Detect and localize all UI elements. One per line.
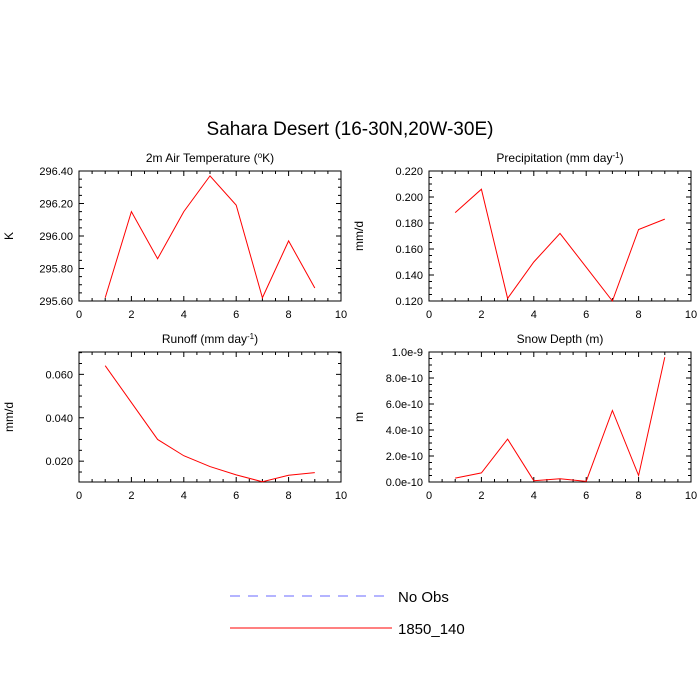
x-tick-label: 6 bbox=[583, 490, 589, 502]
x-tick-label: 4 bbox=[181, 490, 187, 502]
x-tick-label: 4 bbox=[181, 309, 187, 321]
y-axis-label: mm/d bbox=[352, 221, 366, 251]
y-tick-label: 8.0e-10 bbox=[386, 373, 423, 385]
x-tick-label: 0 bbox=[76, 490, 82, 502]
panel-title-part: ) bbox=[620, 151, 624, 165]
y-tick-label: 6.0e-10 bbox=[386, 399, 423, 411]
x-tick-label: 8 bbox=[286, 490, 292, 502]
y-axis-label: m bbox=[352, 412, 366, 422]
x-tick-label: 10 bbox=[685, 309, 697, 321]
y-tick-label: 296.00 bbox=[39, 231, 73, 243]
panel-title: Snow Depth (m) bbox=[517, 332, 604, 346]
plot-frame bbox=[78, 351, 342, 483]
x-tick-label: 10 bbox=[335, 309, 347, 321]
x-tick-label: 2 bbox=[128, 309, 134, 321]
y-tick-label: 0.060 bbox=[45, 369, 73, 381]
y-tick-label: 0.0e-10 bbox=[386, 477, 423, 489]
y-tick-label: 295.60 bbox=[39, 296, 73, 308]
panel-title-part: K) bbox=[262, 151, 274, 165]
x-tick-label: 10 bbox=[685, 490, 697, 502]
panel-title-part: ) bbox=[254, 332, 258, 346]
x-tick-label: 2 bbox=[478, 309, 484, 321]
x-tick-label: 6 bbox=[233, 309, 239, 321]
series-line bbox=[104, 175, 316, 300]
plot-frame bbox=[428, 170, 692, 302]
legend-label-1850-140: 1850_140 bbox=[398, 621, 465, 638]
series-line bbox=[455, 357, 666, 482]
panel-3: Runoff (mm day-1) mm/d 0 2 4 6 8 10 0.020 0.040 0.… bbox=[2, 332, 347, 503]
panel-1: 2m Air Temperature (oK) K 0 2 4 6 8 10 295.60 295… bbox=[2, 151, 347, 322]
series-line bbox=[104, 365, 315, 483]
y-tick-label: 296.20 bbox=[39, 199, 73, 211]
x-tick-label: 2 bbox=[128, 490, 134, 502]
panel-title: Precipitation (mm day-1) bbox=[496, 151, 623, 166]
x-tick-label: 6 bbox=[583, 309, 589, 321]
panel-title-superscript: -1 bbox=[612, 151, 620, 160]
x-tick-label: 0 bbox=[76, 309, 82, 321]
panel-title-part: Precipitation (mm day bbox=[496, 151, 612, 165]
x-tick-label: 8 bbox=[636, 490, 642, 502]
y-tick-label: 0.220 bbox=[395, 166, 423, 178]
x-tick-label: 8 bbox=[286, 309, 292, 321]
x-tick-label: 8 bbox=[636, 309, 642, 321]
y-tick-label: 295.80 bbox=[39, 264, 73, 276]
plot-frame bbox=[78, 170, 342, 302]
panel-title: 2m Air Temperature (oK) bbox=[146, 151, 274, 166]
x-tick-label: 0 bbox=[426, 490, 432, 502]
y-tick-label: 0.120 bbox=[395, 296, 423, 308]
legend-label-no-obs: No Obs bbox=[398, 589, 449, 606]
figure-title: Sahara Desert (16-30N,20W-30E) bbox=[207, 119, 494, 140]
panel-4: Snow Depth (m) m 0 2 4 6 8 10 0.0e-10 2.0e-10 4.0e… bbox=[352, 332, 697, 502]
y-tick-label: 296.40 bbox=[39, 166, 73, 178]
panel-title-superscript: -1 bbox=[247, 332, 255, 341]
panel-2: Precipitation (mm day-1) mm/d 0 2 4 6 8 10 0.120… bbox=[352, 151, 697, 322]
x-tick-label: 0 bbox=[426, 309, 432, 321]
y-tick-label: 2.0e-10 bbox=[386, 451, 423, 463]
y-tick-label: 0.200 bbox=[395, 192, 423, 204]
panel-title-part: 2m Air Temperature ( bbox=[146, 151, 258, 165]
x-tick-label: 10 bbox=[335, 490, 347, 502]
legend: No Obs 1850_140 bbox=[230, 589, 465, 638]
panel-title: Runoff (mm day-1) bbox=[162, 332, 258, 347]
x-tick-label: 6 bbox=[233, 490, 239, 502]
y-tick-label: 1.0e-9 bbox=[392, 347, 423, 359]
x-tick-label: 2 bbox=[478, 490, 484, 502]
y-tick-label: 0.180 bbox=[395, 218, 423, 230]
y-tick-label: 0.160 bbox=[395, 244, 423, 256]
panel-title-part: Runoff (mm day bbox=[162, 332, 247, 346]
x-tick-label: 4 bbox=[531, 309, 537, 321]
y-tick-label: 0.140 bbox=[395, 270, 423, 282]
panel-title-superscript: o bbox=[258, 151, 263, 160]
y-tick-label: 0.040 bbox=[45, 413, 73, 425]
y-tick-label: 4.0e-10 bbox=[386, 425, 423, 437]
y-tick-label: 0.020 bbox=[45, 456, 73, 468]
y-axis-label: mm/d bbox=[2, 402, 16, 432]
series-line bbox=[454, 188, 665, 303]
x-tick-label: 4 bbox=[531, 490, 537, 502]
y-axis-label: K bbox=[2, 232, 16, 240]
